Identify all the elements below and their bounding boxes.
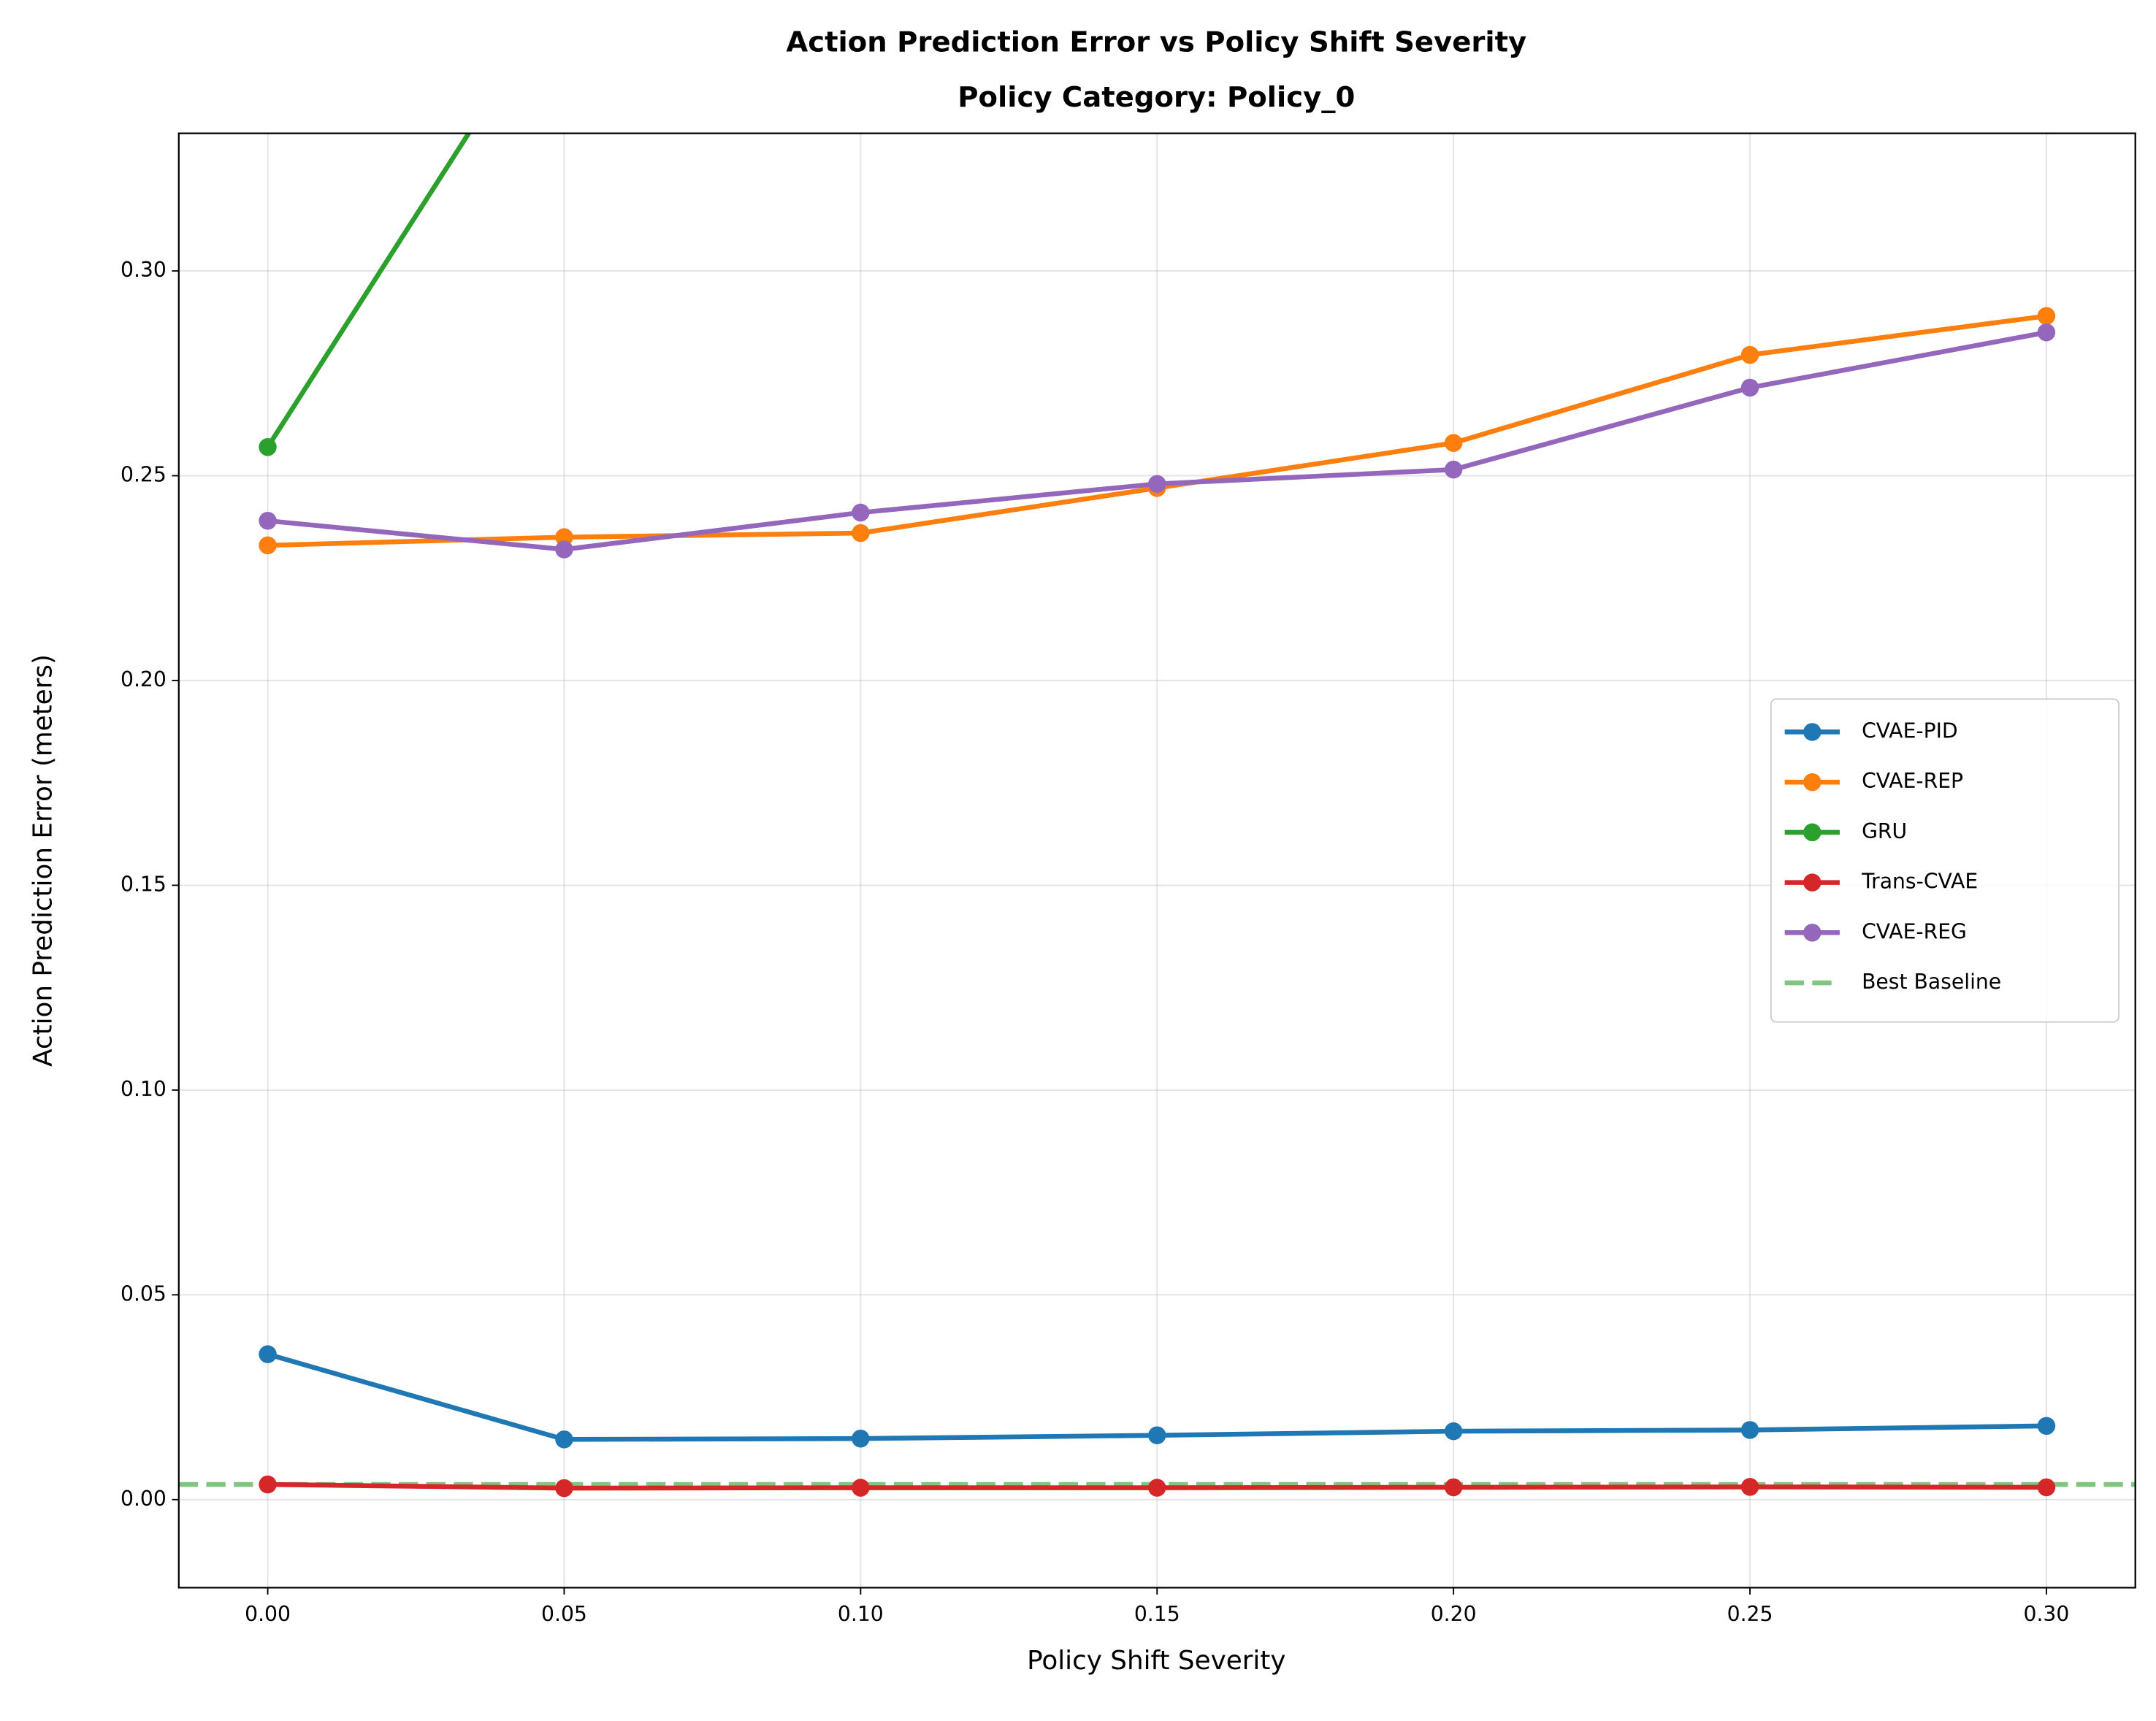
data-point (1444, 460, 1463, 479)
data-point (1740, 1421, 1759, 1439)
x-tick-label: 0.20 (1431, 1602, 1477, 1626)
x-axis-label: Policy Shift Severity (1027, 1646, 1285, 1676)
data-point (259, 536, 277, 555)
legend: CVAE-PID CVAE-REP GRU Trans-CVAE CVAE-REG Bes… (1770, 698, 2120, 1023)
legend-marker (1803, 773, 1821, 791)
x-tick-label: 0.05 (541, 1602, 587, 1626)
chart-title: Action Prediction Error vs Policy Shift … (786, 26, 1526, 59)
data-point (1740, 1478, 1759, 1496)
legend-label: Best Baseline (1862, 970, 2001, 994)
plot-area (178, 133, 2136, 1498)
legend-label: GRU (1862, 819, 1907, 843)
y-tick-label: 0.20 (121, 667, 167, 691)
legend-marker (1803, 723, 1821, 741)
data-point (2037, 323, 2056, 342)
legend-marker (1803, 873, 1821, 892)
data-point (1444, 434, 1463, 452)
data-point (259, 1475, 277, 1494)
data-point (1740, 345, 1759, 364)
y-tick-label: 0.30 (121, 258, 167, 282)
data-point (259, 438, 277, 456)
y-tick-label: 0.10 (121, 1077, 167, 1101)
data-point (852, 1429, 870, 1448)
data-point (2037, 1417, 2056, 1436)
data-point (1740, 378, 1759, 397)
y-tick-label: 0.05 (121, 1281, 167, 1306)
y-tick-label: 0.25 (121, 463, 167, 487)
data-point (2037, 1478, 2056, 1497)
x-tick-label: 0.00 (245, 1602, 291, 1626)
ticks: 0.00 0.05 0.10 0.15 0.20 0.25 0.30 0.00 0.05 0.10… (121, 258, 2069, 1626)
y-tick-label: 0.00 (121, 1487, 167, 1511)
x-tick-label: 0.10 (838, 1602, 884, 1626)
data-point (1444, 1422, 1463, 1441)
legend-marker (1803, 823, 1821, 842)
data-point (852, 524, 870, 543)
data-point (852, 1479, 870, 1497)
data-point (555, 540, 573, 559)
legend-label: CVAE-REP (1862, 769, 1963, 793)
data-point (259, 1345, 277, 1363)
data-point (1444, 1478, 1463, 1497)
y-axis-label: Action Prediction Error (meters) (28, 654, 58, 1067)
data-point (2037, 307, 2056, 326)
data-point (1148, 1479, 1166, 1497)
legend-box (1770, 698, 2120, 1023)
data-point (852, 503, 870, 522)
data-point (555, 1479, 573, 1498)
data-point (1148, 1426, 1166, 1444)
data-point (259, 511, 277, 530)
data-point (555, 528, 573, 546)
legend-label: CVAE-REG (1862, 919, 1967, 943)
x-tick-label: 0.25 (1727, 1602, 1773, 1626)
data-point (555, 1430, 573, 1449)
x-tick-label: 0.30 (2024, 1602, 2070, 1626)
legend-label: Trans-CVAE (1861, 870, 1978, 894)
legend-label: CVAE-PID (1862, 718, 1958, 743)
x-tick-label: 0.15 (1134, 1602, 1180, 1626)
legend-marker (1803, 924, 1821, 942)
chart-subtitle: Policy Category: Policy_0 (957, 81, 1355, 114)
data-point (1148, 475, 1166, 493)
y-tick-label: 0.15 (121, 872, 167, 896)
